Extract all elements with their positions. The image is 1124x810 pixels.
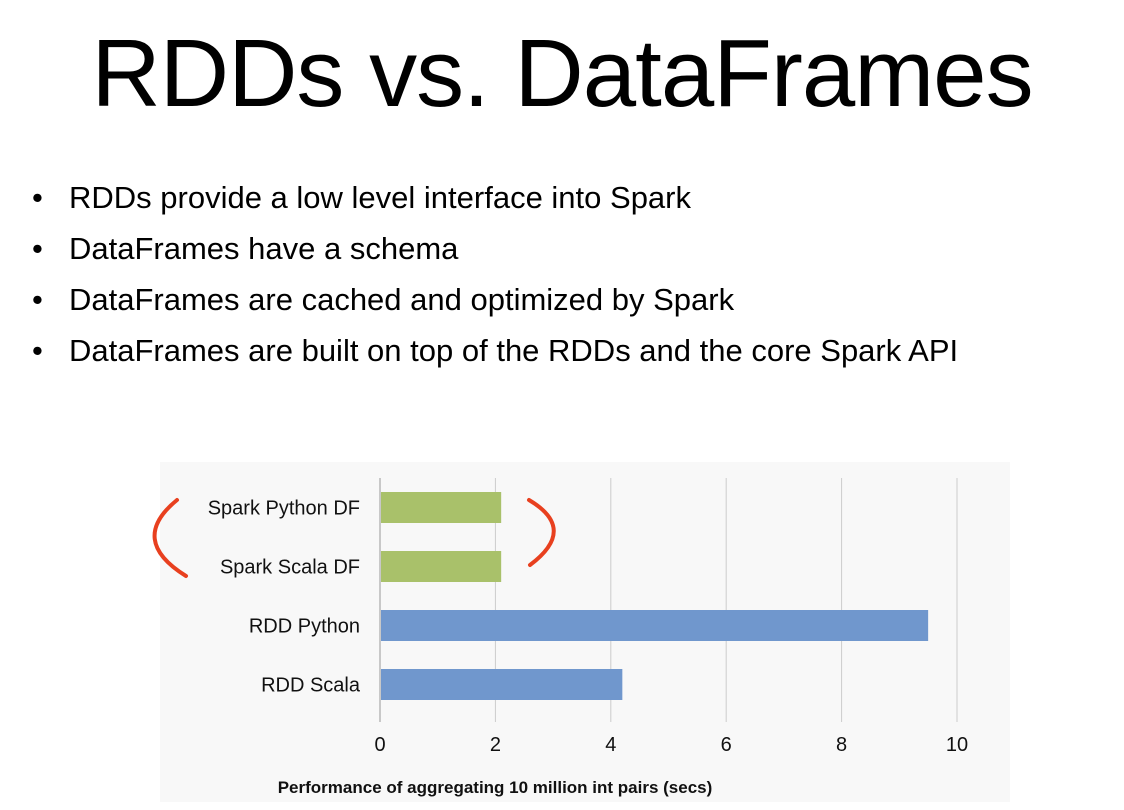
category-label: Spark Python DF	[208, 498, 360, 520]
x-tick-label: 4	[605, 734, 616, 756]
bullet-dot: •	[32, 333, 43, 368]
x-tick-label: 6	[721, 734, 732, 756]
category-label: Spark Scala DF	[220, 557, 360, 579]
bullet-item: • DataFrames are cached and optimized by …	[32, 274, 958, 325]
highlight-parentheses	[152, 498, 556, 578]
left-parenthesis	[152, 498, 188, 578]
bullet-text: DataFrames are built on top of the RDDs …	[69, 333, 959, 368]
bullet-text: RDDs provide a low level interface into …	[69, 180, 691, 215]
category-label: RDD Scala	[261, 675, 361, 697]
right-parenthesis	[527, 498, 556, 567]
bar	[381, 669, 623, 700]
bullet-dot: •	[32, 231, 43, 266]
bullet-item: • RDDs provide a low level interface into…	[32, 172, 958, 223]
bar-chart: Spark Python DF Spark Scala DF RDD Python R…	[152, 462, 1010, 802]
bars	[381, 492, 929, 700]
x-tick-label: 8	[836, 734, 847, 756]
bullet-item: • DataFrames have a schema	[32, 223, 958, 274]
bullet-list: • RDDs provide a low level interface into…	[32, 172, 958, 376]
bullet-text: DataFrames have a schema	[69, 231, 459, 266]
bullet-item: • DataFrames are built on top of the RDDs…	[32, 325, 958, 376]
slide-title: RDDs vs. DataFrames	[91, 20, 1033, 127]
bar	[381, 551, 502, 582]
x-tick-label: 0	[374, 734, 385, 756]
bullet-dot: •	[32, 282, 43, 317]
category-label: RDD Python	[249, 616, 360, 638]
bar	[381, 492, 502, 523]
bullet-dot: •	[32, 180, 43, 215]
x-tick-label: 10	[946, 734, 968, 756]
x-tick-label: 2	[490, 734, 501, 756]
bullet-text: DataFrames are cached and optimized by S…	[69, 282, 735, 317]
x-tick-labels: 0 2 4 6 8 10	[374, 734, 968, 756]
category-labels: Spark Python DF Spark Scala DF RDD Python R…	[208, 498, 361, 697]
bar	[381, 610, 929, 641]
x-axis-title: Performance of aggregating 10 million in…	[278, 778, 713, 797]
